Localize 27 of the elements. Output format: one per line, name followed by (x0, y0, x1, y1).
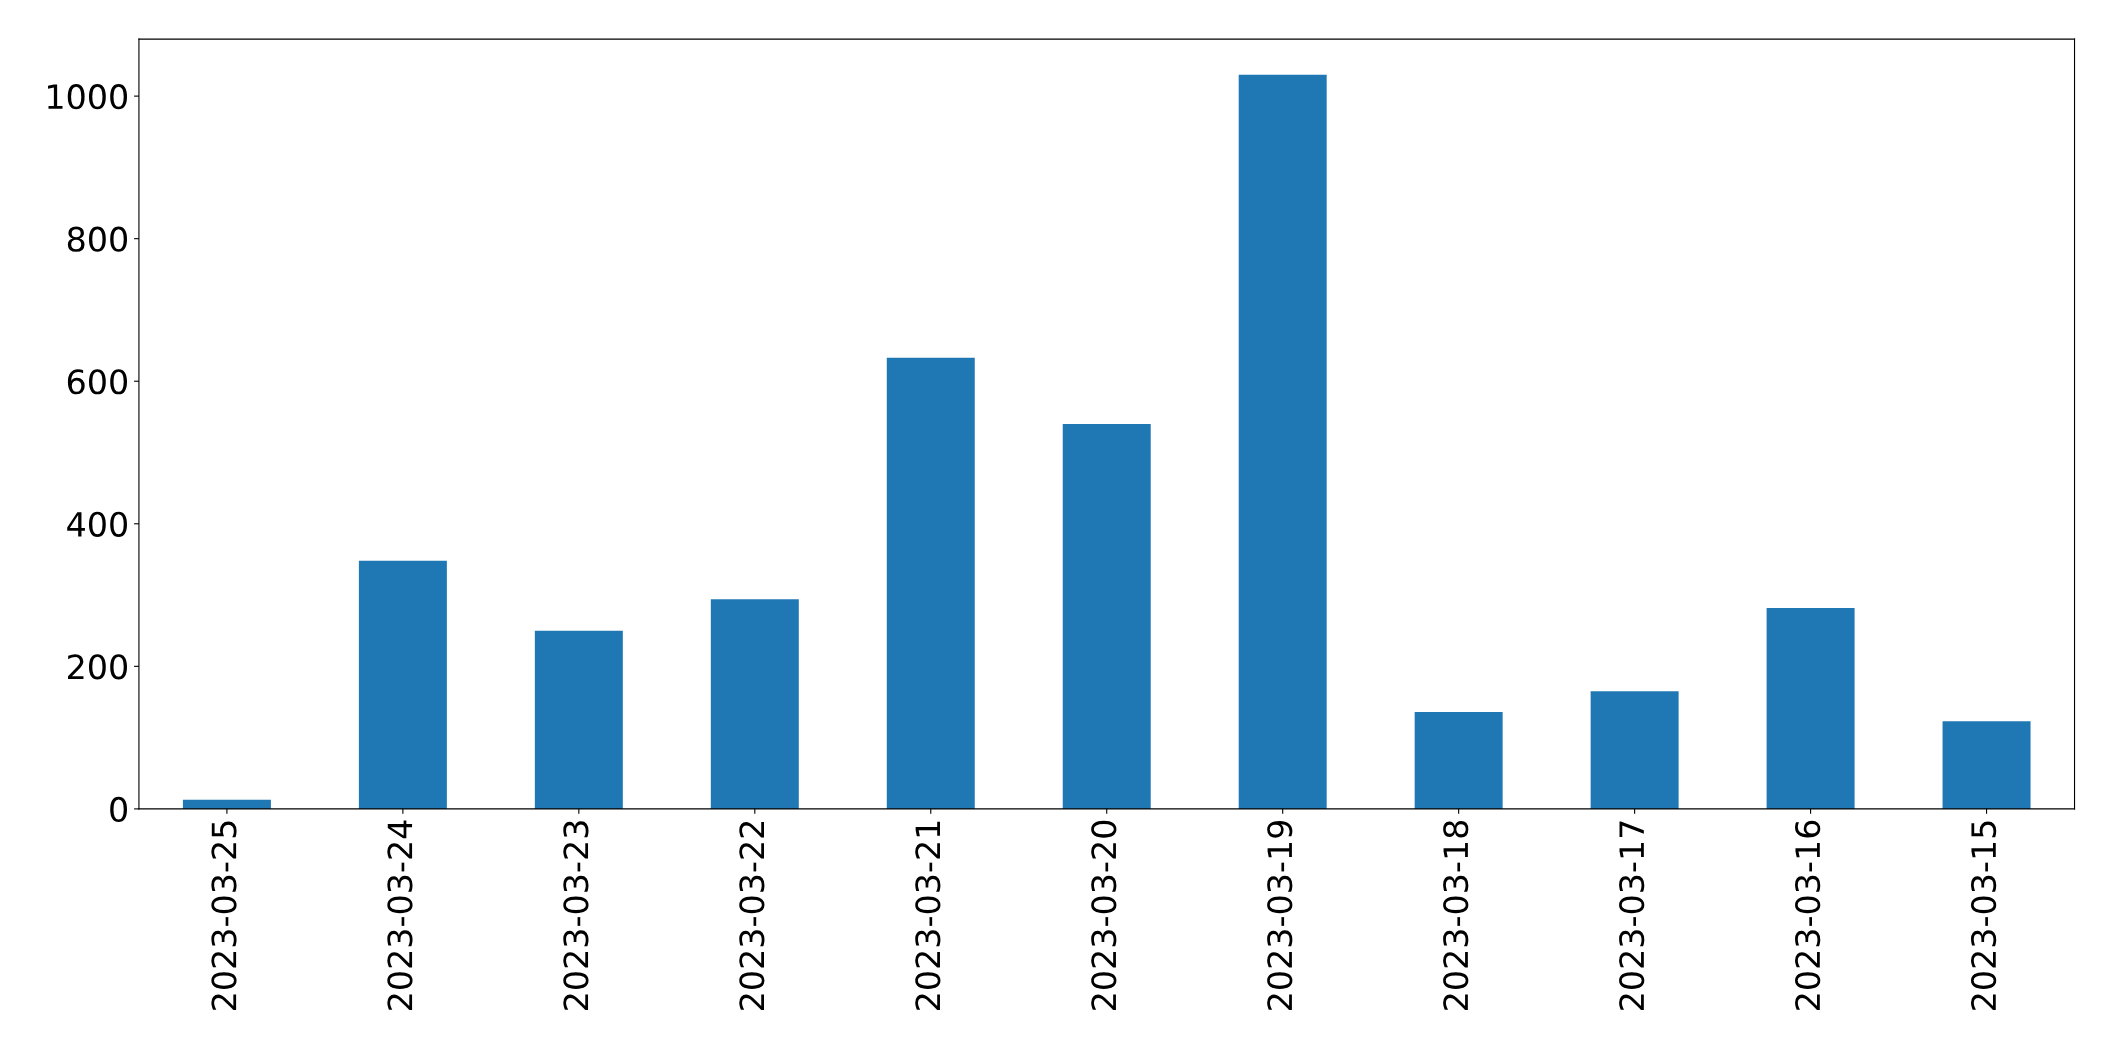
bar (710, 599, 799, 809)
bar (1062, 424, 1151, 809)
x-tick-label: 2023-03-20 (1091, 820, 1117, 1010)
x-tick-label: 2023-03-22 (739, 821, 765, 1010)
bar (1590, 691, 1679, 809)
x-tick-label: 2023-03-15 (1971, 821, 1997, 1010)
x-tick-label: 2023-03-25 (211, 821, 237, 1010)
bar (1942, 721, 2031, 809)
x-tick-label: 2023-03-21 (915, 821, 941, 1010)
bar (358, 560, 447, 809)
y-tick-label: 1000 (48, 84, 127, 110)
y-tick-label: 600 (67, 369, 127, 395)
bar (1766, 607, 1855, 809)
x-tick-label: 2023-03-23 (563, 821, 589, 1010)
x-tick-label: 2023-03-18 (1443, 820, 1469, 1010)
x-tick-label: 2023-03-24 (387, 820, 413, 1010)
bar (886, 357, 975, 809)
y-tick-label: 400 (67, 511, 127, 537)
x-tick-label: 2023-03-17 (1619, 821, 1645, 1010)
y-tick-label: 800 (67, 226, 127, 252)
bar (534, 630, 623, 809)
bar (1414, 711, 1503, 809)
y-tick-label: 0 (110, 796, 127, 823)
x-tick-label: 2023-03-16 (1795, 820, 1821, 1010)
x-tick-label: 2023-03-19 (1267, 820, 1293, 1010)
bar (1238, 74, 1327, 809)
y-tick-label: 200 (68, 654, 127, 680)
